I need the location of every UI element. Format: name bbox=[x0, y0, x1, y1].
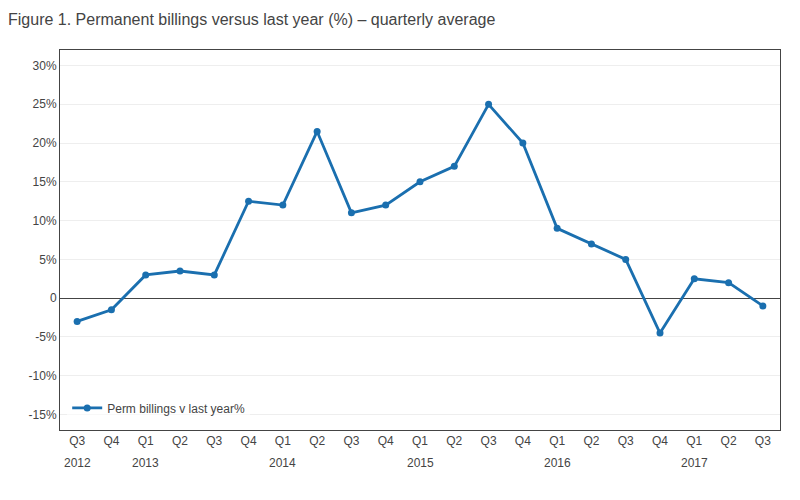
svg-text:Figure 1. Permanent billings v: Figure 1. Permanent billings versus last… bbox=[8, 11, 495, 28]
svg-text:2013: 2013 bbox=[132, 456, 159, 470]
svg-text:-15%: -15% bbox=[29, 408, 57, 422]
svg-text:Q1: Q1 bbox=[686, 434, 702, 448]
svg-text:15%: 15% bbox=[33, 175, 57, 189]
svg-text:Q4: Q4 bbox=[652, 434, 668, 448]
svg-text:2014: 2014 bbox=[269, 456, 296, 470]
svg-text:Q1: Q1 bbox=[549, 434, 565, 448]
svg-text:2017: 2017 bbox=[681, 456, 708, 470]
svg-text:Q2: Q2 bbox=[172, 434, 188, 448]
svg-text:5%: 5% bbox=[39, 253, 57, 267]
svg-text:25%: 25% bbox=[33, 97, 57, 111]
svg-text:-5%: -5% bbox=[35, 330, 57, 344]
svg-text:Q4: Q4 bbox=[241, 434, 257, 448]
svg-text:-10%: -10% bbox=[29, 369, 57, 383]
svg-text:Q2: Q2 bbox=[446, 434, 462, 448]
svg-text:Q1: Q1 bbox=[138, 434, 154, 448]
svg-text:Q3: Q3 bbox=[69, 434, 85, 448]
svg-text:Q4: Q4 bbox=[515, 434, 531, 448]
svg-text:Q2: Q2 bbox=[309, 434, 325, 448]
svg-text:Q3: Q3 bbox=[481, 434, 497, 448]
svg-text:Q1: Q1 bbox=[275, 434, 291, 448]
svg-text:2015: 2015 bbox=[407, 456, 434, 470]
svg-text:Q2: Q2 bbox=[721, 434, 737, 448]
svg-text:Q4: Q4 bbox=[378, 434, 394, 448]
svg-text:20%: 20% bbox=[33, 136, 57, 150]
svg-text:Perm billings v last year%: Perm billings v last year% bbox=[107, 402, 245, 416]
svg-text:Q1: Q1 bbox=[412, 434, 428, 448]
svg-text:2016: 2016 bbox=[544, 456, 571, 470]
svg-text:30%: 30% bbox=[33, 59, 57, 73]
svg-text:Q3: Q3 bbox=[343, 434, 359, 448]
svg-text:Q3: Q3 bbox=[206, 434, 222, 448]
svg-text:Q2: Q2 bbox=[583, 434, 599, 448]
svg-text:Q4: Q4 bbox=[103, 434, 119, 448]
svg-text:10%: 10% bbox=[33, 214, 57, 228]
svg-text:Q3: Q3 bbox=[755, 434, 771, 448]
svg-text:Q3: Q3 bbox=[618, 434, 634, 448]
svg-text:0: 0 bbox=[50, 291, 57, 305]
svg-text:2012: 2012 bbox=[64, 456, 91, 470]
